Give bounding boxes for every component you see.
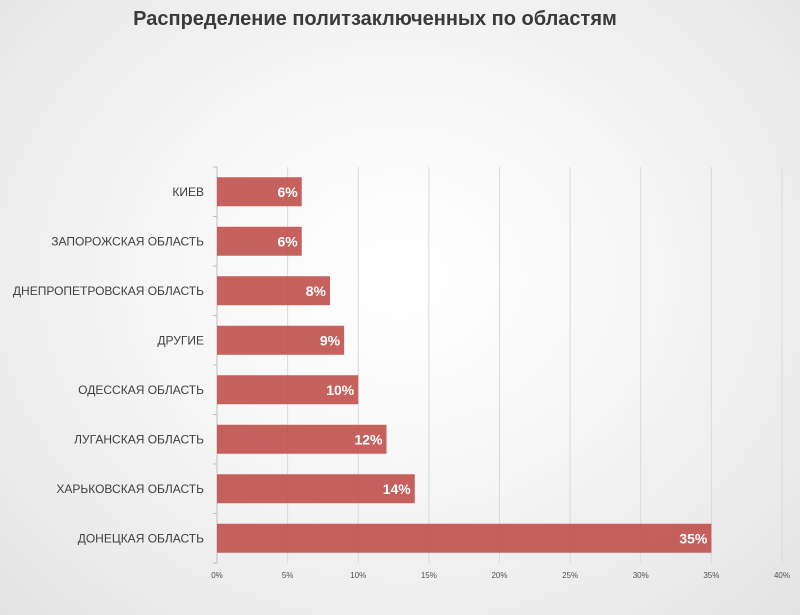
category-label: ЗАПОРОЖСКАЯ ОБЛАСТЬ [51, 234, 204, 248]
bar [217, 226, 302, 256]
x-tick-label: 25% [562, 571, 578, 580]
x-tick-label: 30% [633, 571, 649, 580]
x-tick-label: 40% [774, 571, 790, 580]
bar [217, 177, 302, 207]
data-label: 14% [383, 481, 412, 497]
chart-title: Распределение политзаключенных по област… [133, 8, 617, 30]
data-label: 10% [326, 382, 355, 398]
data-label: 8% [306, 283, 327, 299]
x-tick-label: 0% [211, 571, 223, 580]
bar [217, 523, 712, 553]
category-label: ЛУГАНСКАЯ ОБЛАСТЬ [74, 432, 204, 446]
data-label: 9% [320, 332, 341, 348]
data-label: 35% [679, 530, 708, 546]
x-tick-label: 15% [421, 571, 437, 580]
bar [217, 325, 345, 355]
data-label: 6% [278, 184, 299, 200]
x-tick-label: 35% [703, 571, 719, 580]
bar [217, 276, 330, 306]
data-label: 12% [354, 431, 383, 447]
x-tick-label: 5% [282, 571, 294, 580]
bar [217, 375, 359, 405]
category-label: ДОНЕЦКАЯ ОБЛАСТЬ [78, 531, 204, 545]
category-label: КИЕВ [172, 185, 204, 199]
x-tick-label: 10% [350, 571, 366, 580]
data-label: 6% [278, 233, 299, 249]
category-label: ОДЕССКАЯ ОБЛАСТЬ [78, 383, 204, 397]
x-tick-label: 20% [491, 571, 507, 580]
category-label: ХАРЬКОВСКАЯ ОБЛАСТЬ [56, 482, 204, 496]
category-label: ДНЕПРОПЕТРОВСКАЯ ОБЛАСТЬ [13, 284, 204, 298]
category-label: ДРУГИЕ [157, 333, 204, 347]
bar [217, 424, 387, 454]
bar [217, 474, 415, 504]
